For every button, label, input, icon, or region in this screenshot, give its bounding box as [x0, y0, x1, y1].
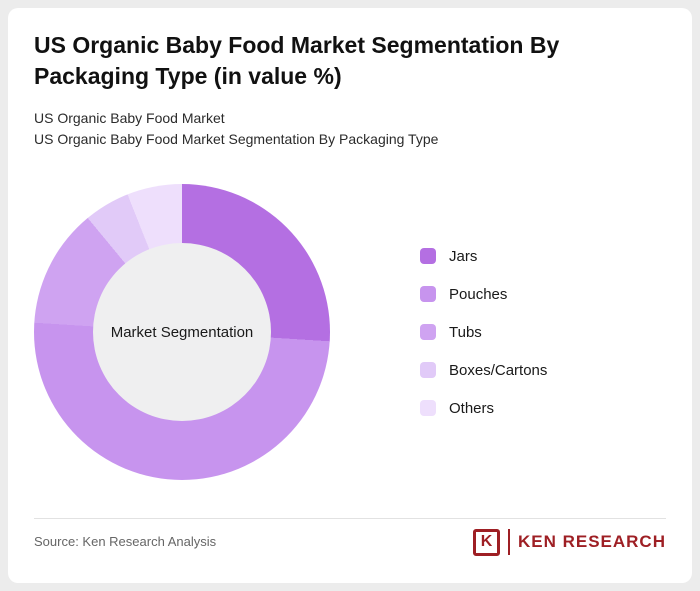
legend-item-boxes-cartons[interactable]: Boxes/Cartons: [420, 361, 548, 379]
legend-label: Others: [449, 399, 495, 417]
donut-center-label: Market Segmentation: [110, 323, 254, 341]
legend-item-others[interactable]: Others: [420, 399, 547, 417]
donut-center: Market Segmentation: [93, 243, 271, 421]
legend-swatch: [420, 248, 436, 264]
donut-chart[interactable]: Market Segmentation: [34, 184, 330, 480]
chart-subtitle-1: US Organic Baby Food Market: [34, 110, 225, 126]
legend-item-jars[interactable]: Jars: [420, 247, 547, 265]
chart-title: US Organic Baby Food Market Segmentation…: [34, 32, 560, 90]
logo-divider: [507, 529, 510, 555]
legend-label: Tubs: [449, 323, 482, 341]
legend-label: Boxes/Cartons: [449, 361, 548, 379]
legend-label: Jars: [449, 247, 478, 265]
legend-swatch: [420, 362, 436, 378]
source-text: Source: Ken Research Analysis: [34, 534, 217, 549]
legend-label: Pouches: [449, 285, 508, 303]
legend-swatch: [420, 286, 436, 302]
footer-divider: [34, 518, 666, 519]
legend-item-tubs[interactable]: Tubs: [420, 323, 547, 341]
chart-card: US Organic Baby Food Market Segmentation…: [8, 8, 692, 583]
ken-research-k-icon: K: [472, 528, 500, 556]
ken-research-logo: K KEN RESEARCH: [472, 526, 666, 558]
legend-swatch: [420, 400, 436, 416]
chart-subtitle-2: US Organic Baby Food Market Segmentation…: [34, 131, 439, 147]
legend-swatch: [420, 324, 436, 340]
logo-text: KEN RESEARCH: [517, 532, 666, 551]
legend-item-pouches[interactable]: Pouches: [420, 285, 547, 303]
legend: Jars Pouches Tubs Boxes/Cartons Others: [420, 248, 547, 438]
